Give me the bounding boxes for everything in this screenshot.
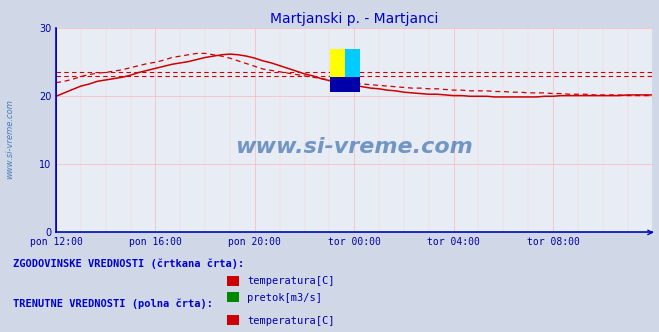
Text: www.si-vreme.com: www.si-vreme.com [5,100,14,179]
Text: temperatura[C]: temperatura[C] [247,276,335,286]
Bar [330,48,345,77]
Text: temperatura[C]: temperatura[C] [247,316,335,326]
Text: TRENUTNE VREDNOSTI (polna črta):: TRENUTNE VREDNOSTI (polna črta): [13,298,213,309]
Text: ZGODOVINSKE VREDNOSTI (črtkana črta):: ZGODOVINSKE VREDNOSTI (črtkana črta): [13,259,244,269]
Title: Martjanski p. - Martjanci: Martjanski p. - Martjanci [270,12,438,26]
Text: pretok[m3/s]: pretok[m3/s] [247,293,322,303]
Bar [330,77,360,92]
Bar [345,48,360,77]
Text: www.si-vreme.com: www.si-vreme.com [235,137,473,157]
